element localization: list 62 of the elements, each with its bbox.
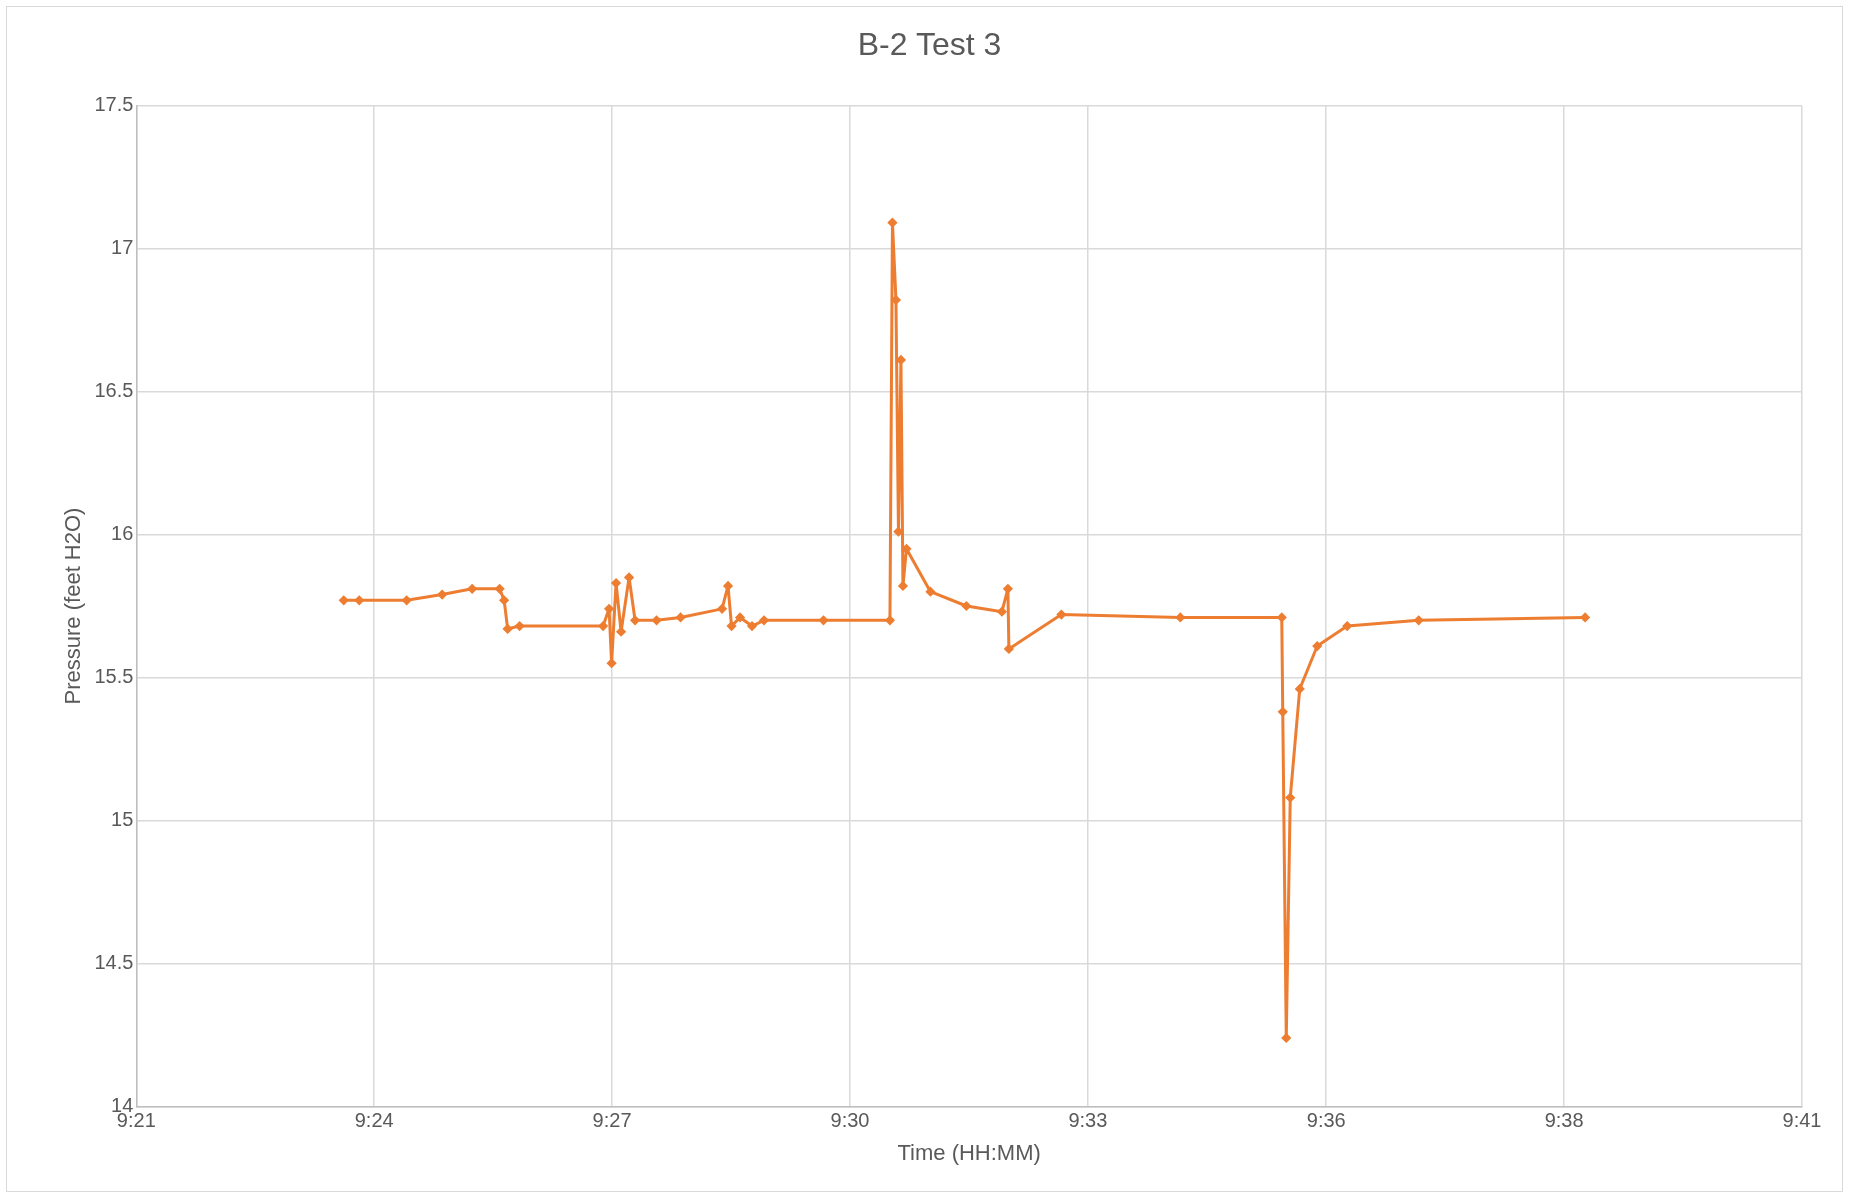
y-axis-title: Pressure (feet H2O) <box>60 507 86 705</box>
point <box>604 604 614 614</box>
y-tick-label: 14.5 <box>94 951 134 974</box>
point <box>607 658 617 668</box>
point <box>1175 612 1185 622</box>
point <box>818 615 828 625</box>
point <box>717 604 727 614</box>
point <box>1295 684 1305 694</box>
x-tick-label: 9:33 <box>1068 1109 1108 1132</box>
point <box>1414 615 1424 625</box>
point <box>354 595 364 605</box>
point <box>402 595 412 605</box>
point <box>747 621 757 631</box>
x-tick-label: 9:24 <box>354 1109 394 1132</box>
x-axis-title: Time (HH:MM) <box>897 1139 1041 1165</box>
point <box>495 584 505 594</box>
point <box>1003 584 1013 594</box>
point <box>630 615 640 625</box>
x-tick-label: 9:27 <box>592 1109 632 1132</box>
point <box>997 607 1007 617</box>
x-tick-label: 9:30 <box>830 1109 870 1132</box>
point <box>1281 1033 1291 1043</box>
y-tick-label: 16 <box>111 522 134 544</box>
y-tick-label: 17.5 <box>94 92 134 115</box>
point <box>515 621 525 631</box>
point <box>1278 707 1288 717</box>
point <box>1277 612 1287 622</box>
point <box>676 612 686 622</box>
point <box>901 544 911 554</box>
chart-title: B-2 Test 3 <box>857 26 1002 63</box>
point <box>723 581 733 591</box>
y-tick-label: 15.5 <box>94 665 134 688</box>
point <box>727 621 737 631</box>
point <box>499 595 509 605</box>
point <box>885 615 895 625</box>
point <box>1285 793 1295 803</box>
point <box>925 587 935 597</box>
x-tick-label: 9:36 <box>1306 1109 1346 1132</box>
point <box>1004 644 1014 654</box>
point <box>887 218 897 228</box>
point <box>652 615 662 625</box>
point <box>339 595 349 605</box>
point <box>961 601 971 611</box>
point <box>598 621 608 631</box>
point <box>503 624 513 634</box>
point <box>1312 641 1322 651</box>
point <box>898 581 908 591</box>
point <box>437 590 447 600</box>
point <box>624 572 634 582</box>
y-tick-label: 17 <box>111 235 134 258</box>
point <box>1580 612 1590 622</box>
point <box>1342 621 1352 631</box>
x-tick-label: 9:41 <box>1782 1109 1822 1132</box>
point <box>1056 610 1066 620</box>
point <box>616 627 626 637</box>
y-tick-label: 15 <box>111 808 134 831</box>
point <box>759 615 769 625</box>
x-tick-label: 9:38 <box>1544 1109 1584 1132</box>
point <box>735 612 745 622</box>
point <box>467 584 477 594</box>
point <box>611 578 621 588</box>
y-tick-label: 16.5 <box>94 378 134 401</box>
